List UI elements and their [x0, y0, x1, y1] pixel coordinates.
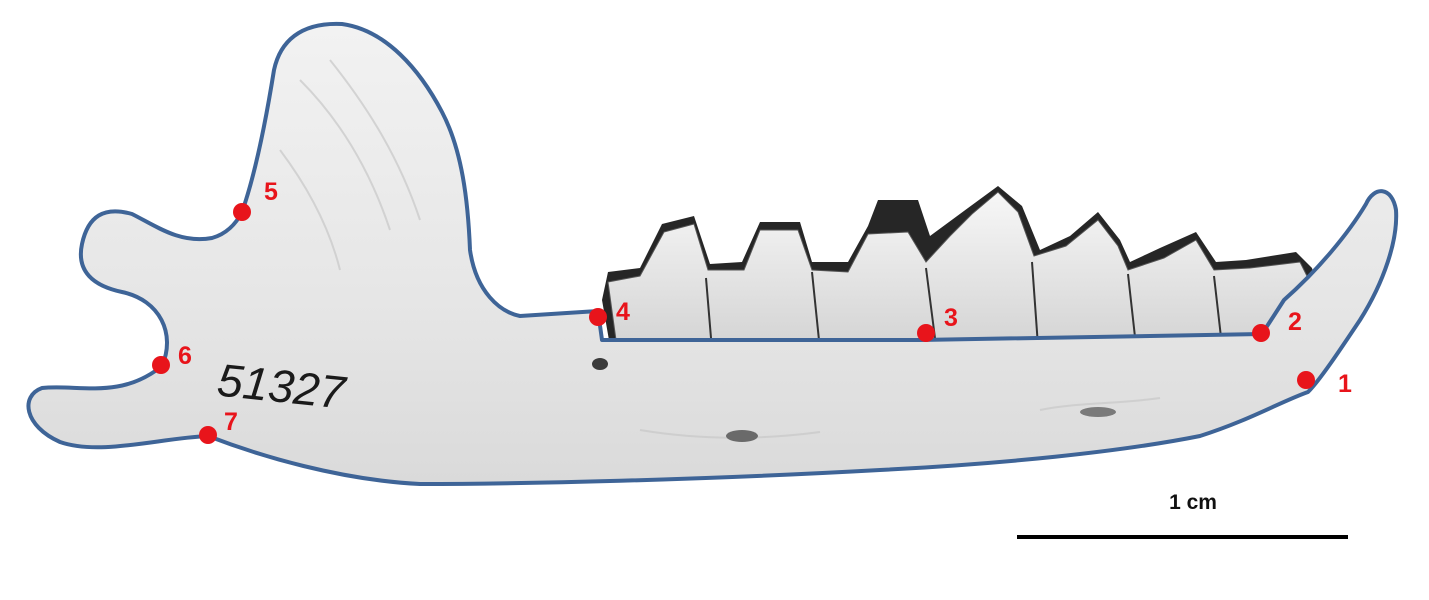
mental-foramen [592, 358, 608, 370]
foramen-small [726, 430, 758, 442]
landmark-7: 7 [199, 408, 238, 444]
landmark-4: 4 [589, 298, 630, 326]
landmark-dot [199, 426, 217, 444]
landmark-dot [917, 324, 935, 342]
landmark-label: 4 [616, 298, 630, 326]
landmark-dot [152, 356, 170, 374]
landmark-label: 1 [1338, 370, 1352, 398]
landmark-label: 3 [944, 304, 958, 332]
landmark-label: 5 [264, 178, 278, 206]
landmark-label: 7 [224, 408, 238, 436]
landmarks: 1 2 3 4 5 6 7 [152, 178, 1352, 444]
landmark-2: 2 [1252, 308, 1302, 342]
landmark-dot [1252, 324, 1270, 342]
foramen-mark [1080, 407, 1116, 417]
landmark-1: 1 [1297, 370, 1352, 398]
landmark-label: 2 [1288, 308, 1302, 336]
scale-bar: 1 cm [1017, 491, 1348, 539]
landmark-5: 5 [233, 178, 278, 221]
tooth-row [602, 186, 1320, 352]
landmark-dot [589, 308, 607, 326]
landmark-3: 3 [917, 304, 958, 342]
scale-bar-label: 1 cm [1169, 491, 1217, 514]
landmark-6: 6 [152, 342, 192, 374]
landmark-label: 6 [178, 342, 192, 370]
landmark-dot [233, 203, 251, 221]
landmark-dot [1297, 371, 1315, 389]
mandible-outline [26, 21, 1399, 486]
tooth-divisions [705, 261, 1223, 351]
